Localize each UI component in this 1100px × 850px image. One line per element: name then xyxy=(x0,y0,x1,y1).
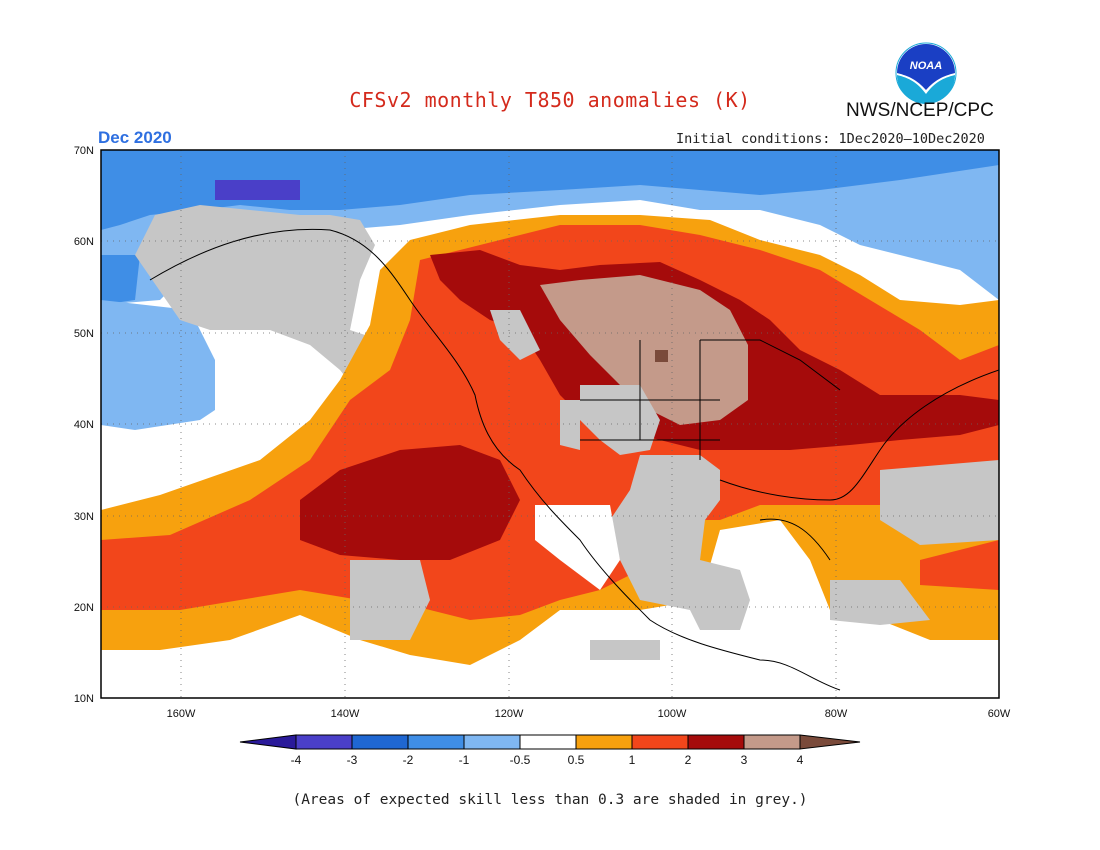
gridlines xyxy=(101,150,999,698)
colorbar-swatch xyxy=(743,734,801,750)
low-skill-alaska xyxy=(135,205,410,400)
low-skill-mexico xyxy=(610,455,750,630)
lat-tick: 50N xyxy=(74,328,94,340)
low-skill-atlantic xyxy=(880,460,999,545)
noaa-logo-icon: NOAA xyxy=(895,42,957,104)
colorbar-label: -4 xyxy=(291,753,302,767)
colorbar-label: -3 xyxy=(347,753,358,767)
lat-tick: 10N xyxy=(74,693,94,705)
logo-lettering: NOAA xyxy=(910,60,942,72)
colorbar-label: 1 xyxy=(629,753,636,767)
lon-tick: 160W xyxy=(167,708,196,720)
lon-tick: 140W xyxy=(331,708,360,720)
colorbar-swatch xyxy=(631,734,689,750)
lon-tick: 120W xyxy=(495,708,524,720)
map-title: CFSv2 monthly T850 anomalies (K) xyxy=(349,88,751,112)
lon-tick: 100W xyxy=(658,708,687,720)
lon-tick: 80W xyxy=(825,708,848,720)
colorbar-swatch xyxy=(799,734,861,750)
initial-conditions-label: Initial conditions: 1Dec2020–10Dec2020 xyxy=(676,131,985,147)
colorbar-swatch xyxy=(295,734,353,750)
colorbar-labels: -4 -3 -2 -1 -0.5 0.5 1 2 3 4 xyxy=(291,753,804,767)
lat-tick: 20N xyxy=(74,602,94,614)
colorbar-label: 4 xyxy=(797,753,804,767)
map-frame xyxy=(100,149,1000,699)
lat-tick: 40N xyxy=(74,419,94,431)
colorbar-swatch xyxy=(407,734,465,750)
anomaly-field xyxy=(101,150,999,698)
colorbar-label: -2 xyxy=(403,753,414,767)
cold-core-deep xyxy=(215,180,300,200)
warm-core-max xyxy=(540,275,748,425)
lat-tick: 30N xyxy=(74,511,94,523)
colorbar-swatch xyxy=(463,734,521,750)
colorbar xyxy=(239,734,861,750)
coastlines xyxy=(149,228,999,691)
warm-core-pacific xyxy=(300,445,520,560)
agency-label: NWS/NCEP/CPC xyxy=(846,100,994,121)
cold-core-north xyxy=(101,150,999,230)
lon-axis: 160W 140W 120W 100W 80W 60W xyxy=(167,708,1011,720)
lat-axis: 10N 20N 30N 40N 50N 60N 70N xyxy=(74,145,94,705)
colorbar-label: -1 xyxy=(459,753,470,767)
colorbar-label: 0.5 xyxy=(568,753,585,767)
colorbar-swatch xyxy=(351,734,409,750)
colorbar-swatch xyxy=(575,734,633,750)
colorbar-label: 2 xyxy=(685,753,692,767)
colorbar-swatch xyxy=(239,734,297,750)
lon-tick: 60W xyxy=(988,708,1011,720)
colorbar-label: -0.5 xyxy=(510,753,531,767)
valid-month-label: Dec 2020 xyxy=(98,128,172,147)
colorbar-swatch xyxy=(687,734,745,750)
lat-tick: 60N xyxy=(74,236,94,248)
colorbar-label: 3 xyxy=(741,753,748,767)
lat-tick: 70N xyxy=(74,145,94,157)
colorbar-swatch xyxy=(519,734,577,750)
footnote: (Areas of expected skill less than 0.3 a… xyxy=(292,792,808,808)
